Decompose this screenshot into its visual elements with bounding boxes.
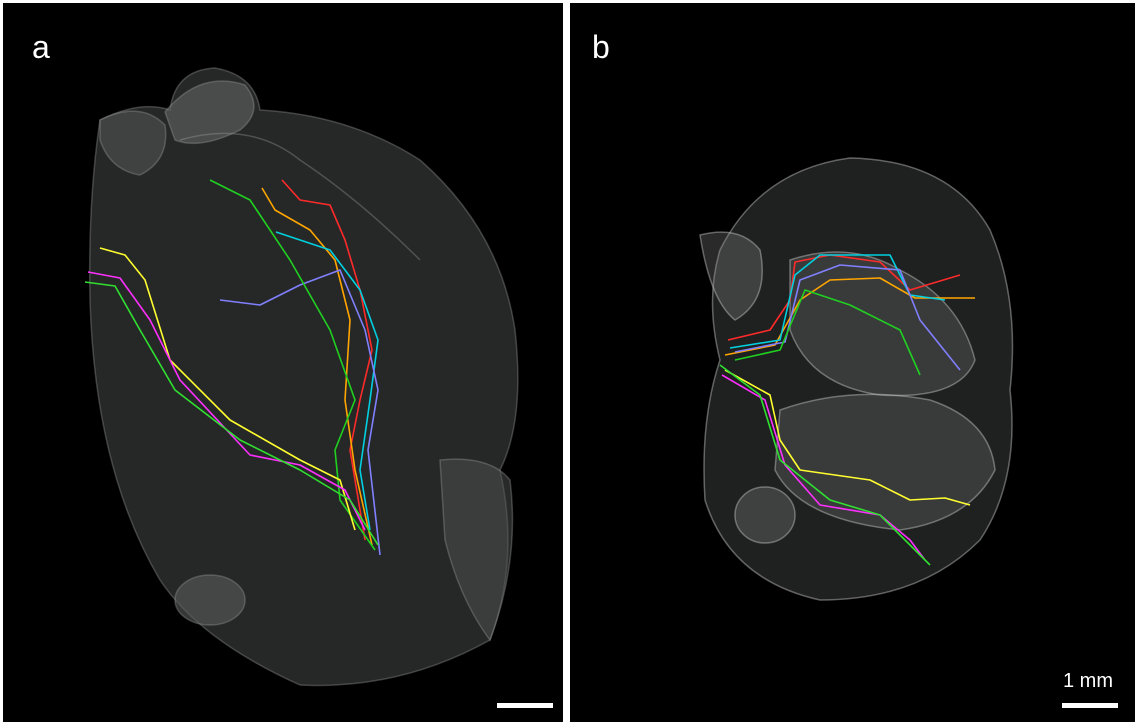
neuron-trace (275, 231, 379, 531)
neuron-trace (724, 277, 975, 356)
panel-b: b 1 mm (570, 3, 1135, 722)
neuron-trace (721, 374, 926, 561)
neuron-trace (84, 281, 379, 546)
neuron-trace (724, 369, 971, 506)
panel-background (570, 3, 1135, 722)
panel-label: b (592, 29, 610, 65)
neuron-trace (219, 269, 381, 556)
panel-a: a (3, 3, 563, 722)
neuron-trace (734, 289, 921, 376)
scale-bar (1062, 703, 1118, 708)
neuron-traces (84, 179, 381, 556)
neuron-trace (719, 364, 931, 566)
neuron-trace (87, 271, 366, 531)
neuron-traces (719, 254, 975, 566)
scale-bar-label: 1 mm (1063, 670, 1113, 692)
neuron-trace (99, 247, 356, 531)
scale-bar (497, 703, 553, 708)
neuron-trace (209, 179, 376, 551)
brain-dorsal (88, 67, 519, 687)
neuron-trace (261, 187, 373, 546)
panel-label: a (32, 29, 50, 65)
brain-coronal (699, 157, 1014, 601)
